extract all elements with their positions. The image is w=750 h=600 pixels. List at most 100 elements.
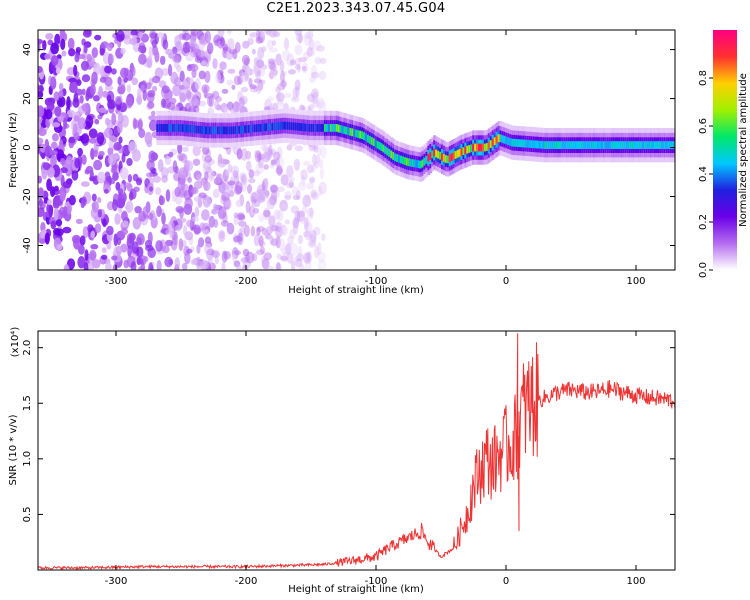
x-tick-label: -100 (365, 576, 388, 587)
heatmap-cell (50, 42, 59, 55)
heatmap-cell (62, 181, 72, 189)
heatmap-cell (196, 244, 201, 254)
heatmap-cell (73, 115, 80, 122)
heatmap-cell (524, 139, 528, 148)
heatmap-cell (468, 145, 472, 153)
heatmap-cell (560, 141, 563, 149)
heatmap-cell (242, 125, 245, 134)
heatmap-cell (63, 264, 70, 270)
heatmap-cell (146, 172, 154, 178)
heatmap-cell (46, 101, 55, 112)
heatmap-cell (60, 38, 66, 50)
heatmap-cell (261, 178, 269, 191)
heatmap-cell (280, 204, 289, 211)
heatmap-cell (626, 141, 630, 149)
heatmap-cell (184, 251, 191, 265)
heatmap-cell (297, 181, 307, 191)
heatmap-cell (172, 84, 181, 97)
heatmap-cell (304, 31, 314, 40)
snr-plot-area (38, 331, 675, 570)
heatmap-cell (38, 38, 43, 45)
heatmap-cell (55, 67, 61, 75)
heatmap-cell (88, 137, 97, 144)
heatmap-cell (178, 170, 187, 179)
heatmap-cell (195, 125, 199, 134)
heatmap-cell (85, 115, 94, 128)
heatmap-cell (583, 141, 587, 149)
heatmap-cell (242, 40, 250, 49)
heatmap-cell (228, 49, 237, 55)
heatmap-cell (595, 141, 598, 149)
heatmap-cell (368, 135, 372, 144)
heatmap-cell (91, 71, 98, 85)
heatmap-cell (300, 123, 304, 131)
heatmap-cell (136, 246, 144, 258)
snr-line (38, 333, 675, 570)
heatmap-cell (297, 64, 301, 73)
heatmap-cell (117, 121, 123, 134)
heatmap-cell (230, 165, 240, 177)
heatmap-cell (277, 83, 285, 91)
heatmap-cell (286, 121, 290, 130)
heatmap-cell (106, 42, 113, 52)
heatmap-cell (261, 255, 266, 264)
heatmap-cell (293, 256, 301, 262)
heatmap-cell (493, 137, 497, 146)
heatmap-cell (93, 149, 98, 158)
heatmap-cell (59, 191, 66, 202)
heatmap-cell (312, 124, 316, 132)
heatmap-cell (653, 141, 657, 149)
heatmap-cell (90, 148, 95, 160)
heatmap-cell (659, 141, 663, 149)
heatmap-cell (187, 177, 192, 183)
heatmap-cell (264, 177, 269, 187)
heatmap-cell (232, 126, 236, 135)
heatmap-cell (291, 260, 296, 270)
heatmap-cell (169, 124, 173, 132)
heatmap-cell (316, 45, 325, 52)
heatmap-cell (347, 127, 351, 136)
heatmap-cell (53, 91, 60, 101)
heatmap-cell (81, 74, 91, 83)
heatmap-cell (147, 101, 155, 109)
heatmap-cell (258, 239, 264, 246)
heatmap-cell (294, 57, 302, 67)
heatmap-cell (117, 194, 125, 205)
heatmap-cell (286, 165, 294, 178)
heatmap-cell (290, 205, 300, 214)
heatmap-cell (250, 192, 258, 204)
heatmap-cell (183, 124, 187, 133)
heatmap-cell (228, 126, 232, 135)
heatmap-cell (220, 126, 224, 135)
heatmap-cell (255, 124, 259, 132)
heatmap-cell (74, 157, 81, 169)
heatmap-cell (66, 96, 71, 109)
colorbar-label: Normalized spectral amplitude (738, 73, 749, 227)
heatmap-cell (606, 141, 610, 149)
heatmap-cell (300, 175, 306, 186)
heatmap-cell (123, 259, 129, 269)
heatmap-cell (202, 145, 210, 155)
heatmap-cell (179, 92, 186, 103)
heatmap-cell (165, 239, 173, 247)
heatmap-cell (301, 62, 309, 74)
heatmap-cell (273, 151, 281, 161)
heatmap-cell (308, 47, 316, 57)
heatmap-cell (148, 150, 156, 163)
heatmap-cell (314, 124, 318, 132)
heatmap-cell (299, 264, 305, 270)
heatmap-cell (270, 159, 277, 165)
heatmap-cell (558, 141, 561, 149)
heatmap-cell (264, 99, 273, 112)
heatmap-cell (303, 194, 310, 208)
heatmap-cell (111, 112, 117, 126)
heatmap-cell (267, 58, 276, 65)
heatmap-cell (238, 97, 245, 108)
heatmap-cell (522, 139, 526, 148)
heatmap-cell (203, 85, 208, 98)
heatmap-cell (199, 125, 202, 134)
heatmap-cell (46, 178, 52, 191)
heatmap-cell (260, 144, 267, 151)
heatmap-cell (624, 141, 628, 149)
heatmap-cell (197, 125, 201, 134)
